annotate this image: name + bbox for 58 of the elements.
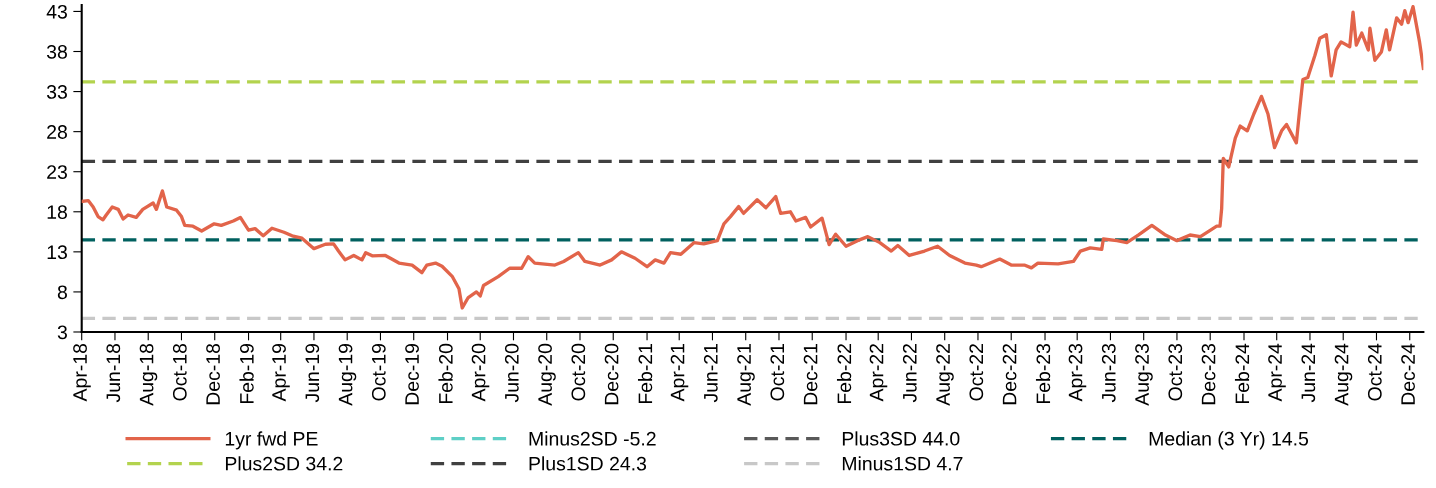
x-tick-label: Apr-18	[73, 343, 91, 402]
x-tick-label: Oct-20	[571, 343, 586, 401]
x-tick-label: Jun-22	[902, 344, 917, 403]
y-tick-label: 8	[57, 285, 67, 300]
x-tick-label: Oct-24	[1367, 343, 1382, 401]
legend-label: Plus2SD 34.2	[225, 456, 343, 471]
x-tick-label: Feb-21	[637, 344, 653, 404]
x-tick-label: Aug-24	[1334, 343, 1353, 406]
x-tick-label: Aug-23	[1135, 343, 1153, 406]
x-tick-label: Oct-18	[172, 343, 187, 401]
x-tick-label: Aug-20	[538, 343, 556, 406]
legend-label: Plus3SD 44.0	[842, 431, 960, 446]
x-tick-label: Apr-23	[1068, 343, 1087, 402]
x-tick-label: Apr-19	[272, 344, 290, 402]
x-tick-label: Feb-24	[1234, 343, 1250, 404]
y-tick-label: 38	[46, 44, 67, 59]
legend-label: Plus1SD 24.3	[529, 456, 647, 471]
x-tick-label: Jun-21	[703, 344, 718, 403]
y-tick-label: 23	[47, 165, 67, 179]
x-tick-label: Aug-22	[936, 344, 954, 406]
x-tick-label: Jun-18	[106, 343, 121, 403]
x-tick-label: Dec-23	[1201, 343, 1216, 405]
y-tick-label: 18	[47, 205, 67, 220]
x-tick-label: Apr-20	[471, 343, 490, 402]
x-tick-label: Dec-22	[1002, 344, 1017, 405]
y-tick-label: 43	[46, 4, 67, 19]
x-tick-label: Oct-23	[1168, 343, 1183, 401]
x-tick-label: Apr-24	[1268, 343, 1286, 402]
x-tick-label: Jun-19	[305, 344, 320, 403]
y-tick-label: 33	[46, 85, 67, 99]
x-tick-label: Jun-20	[504, 343, 519, 403]
x-tick-label: Oct-19	[371, 344, 386, 401]
x-tick-label: Dec-19	[405, 344, 419, 405]
x-tick-label: Feb-22	[836, 344, 852, 404]
x-tick-label: Feb-23	[1035, 343, 1051, 404]
y-tick-label: 28	[47, 125, 67, 139]
x-tick-label: Jun-23	[1101, 343, 1116, 403]
x-tick-label: Oct-21	[770, 344, 785, 401]
x-tick-label: Aug-21	[737, 344, 755, 406]
x-tick-label: Apr-21	[670, 344, 689, 402]
y-tick-label: 13	[47, 245, 67, 260]
legend-label: Median (3 Yr) 14.5	[1149, 431, 1309, 450]
x-tick-label: Aug-18	[139, 343, 158, 406]
x-tick-label: Dec-20	[604, 343, 619, 405]
x-tick-label: Feb-20	[438, 343, 453, 404]
legend-label: 1yr fwd PE	[225, 431, 318, 450]
x-tick-label: Dec-21	[803, 344, 818, 405]
y-tick-label: 3	[57, 325, 67, 340]
x-tick-label: Oct-22	[969, 344, 984, 401]
x-tick-label: Feb-19	[239, 344, 254, 404]
x-tick-label: Dec-24	[1401, 343, 1415, 405]
x-tick-label: Jun-24	[1301, 343, 1316, 403]
x-tick-label: Aug-19	[338, 344, 357, 406]
x-tick-label: Apr-22	[869, 344, 888, 402]
line-series	[81, 5, 1424, 310]
x-tick-label: Dec-18	[206, 343, 220, 405]
legend-label: Minus1SD 4.7	[842, 456, 963, 471]
legend-label: Minus2SD -5.2	[529, 431, 656, 446]
